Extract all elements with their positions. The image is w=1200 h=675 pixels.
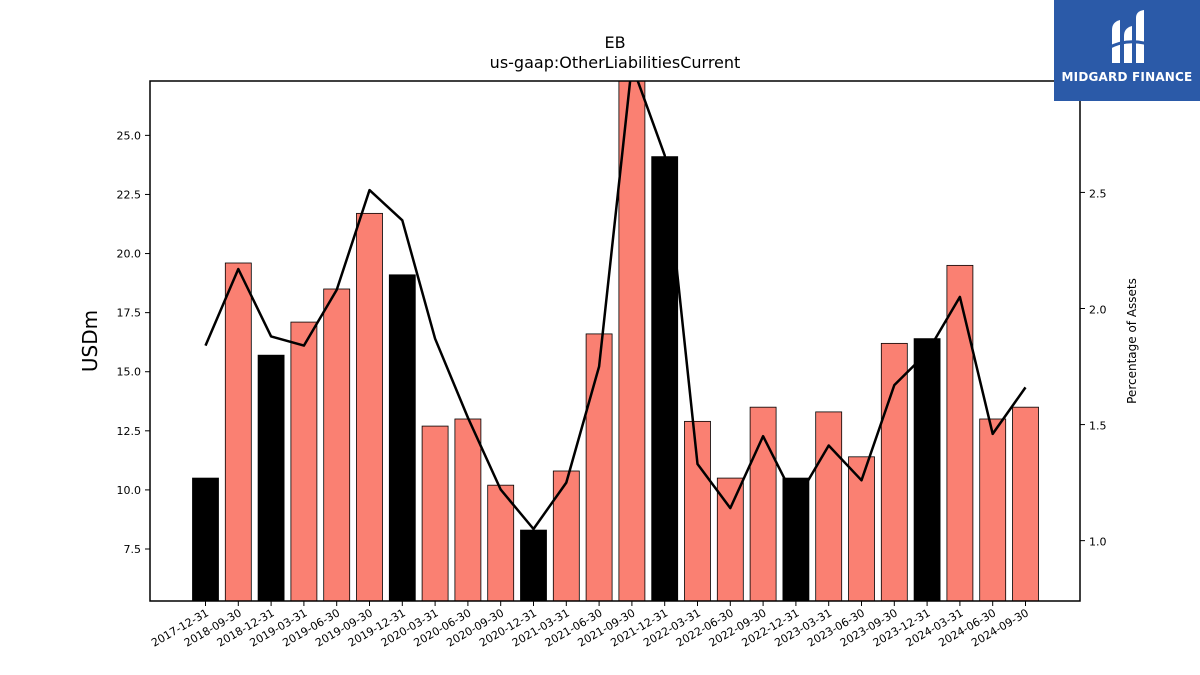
y-tick-label: 15.0 xyxy=(117,366,142,379)
bars-group xyxy=(192,81,1039,601)
brand-logo: MIDGARD FINANCE xyxy=(1054,0,1200,101)
y-axis-ticks: 7.5 10.0 12.5 15.0 17.5 20.0 22.5 25.0 xyxy=(117,129,150,556)
y-tick-label: 7.5 xyxy=(124,543,142,556)
bar-2020-09-30 xyxy=(487,484,515,601)
brand-name: MIDGARD FINANCE xyxy=(1061,70,1193,84)
bar-2019-09-30 xyxy=(356,212,383,601)
bar-2020-06-30 xyxy=(454,418,482,601)
bar-2018-09-30 xyxy=(224,262,252,601)
bar-2020-12-31 xyxy=(520,529,547,601)
bar-2024-06-30 xyxy=(979,418,1007,601)
y2-tick-label: 2.0 xyxy=(1089,304,1107,317)
y2-tick-label: 1.5 xyxy=(1089,420,1107,433)
bar-2021-03-31 xyxy=(552,470,580,601)
plot-frame xyxy=(149,80,1081,602)
bar-2019-12-31 xyxy=(388,274,416,601)
y2-tick-label: 2.5 xyxy=(1089,187,1107,200)
bar-2019-03-31 xyxy=(290,321,318,601)
bar-2022-09-30 xyxy=(749,406,777,601)
bar-2018-12-31 xyxy=(257,354,285,601)
y-tick-label: 22.5 xyxy=(117,188,142,201)
line-group xyxy=(204,81,1027,531)
bar-2024-09-30 xyxy=(1012,406,1039,601)
y-tick-label: 20.0 xyxy=(117,248,142,261)
bar-2021-09-30 xyxy=(618,81,646,601)
bar-2017-12-31 xyxy=(192,477,219,601)
bar-2022-06-30 xyxy=(716,477,744,601)
percentage-line xyxy=(204,81,1027,531)
chart-title: EB xyxy=(604,33,625,52)
bar-2023-03-31 xyxy=(815,411,843,601)
bar-2019-06-30 xyxy=(323,288,351,601)
bar-2020-03-31 xyxy=(421,425,449,601)
y2-axis-label: Percentage of Assets xyxy=(1125,278,1139,404)
chart-subtitle: us-gaap:OtherLiabilitiesCurrent xyxy=(490,53,741,72)
y-axis-label: USDm xyxy=(78,310,102,372)
bar-2023-12-31 xyxy=(913,338,941,601)
bar-2022-12-31 xyxy=(782,477,810,601)
midgard-logo-icon xyxy=(1107,10,1149,63)
y-tick-label: 25.0 xyxy=(117,129,142,142)
y-tick-label: 17.5 xyxy=(117,307,142,320)
bar-2022-03-31 xyxy=(684,420,711,601)
bar-2021-06-30 xyxy=(585,333,613,601)
bar-2021-12-31 xyxy=(651,156,679,601)
y-tick-label: 12.5 xyxy=(117,425,142,438)
bar-2024-03-31 xyxy=(946,264,974,601)
y2-tick-label: 1.0 xyxy=(1089,536,1107,549)
y2-axis-ticks: 1.0 1.5 2.0 2.5 xyxy=(1080,187,1107,549)
y-tick-label: 10.0 xyxy=(117,484,142,497)
x-axis-ticks: 2017-12-312018-09-302018-12-312019-03-31… xyxy=(149,601,1031,650)
bar-2023-09-30 xyxy=(880,342,908,601)
